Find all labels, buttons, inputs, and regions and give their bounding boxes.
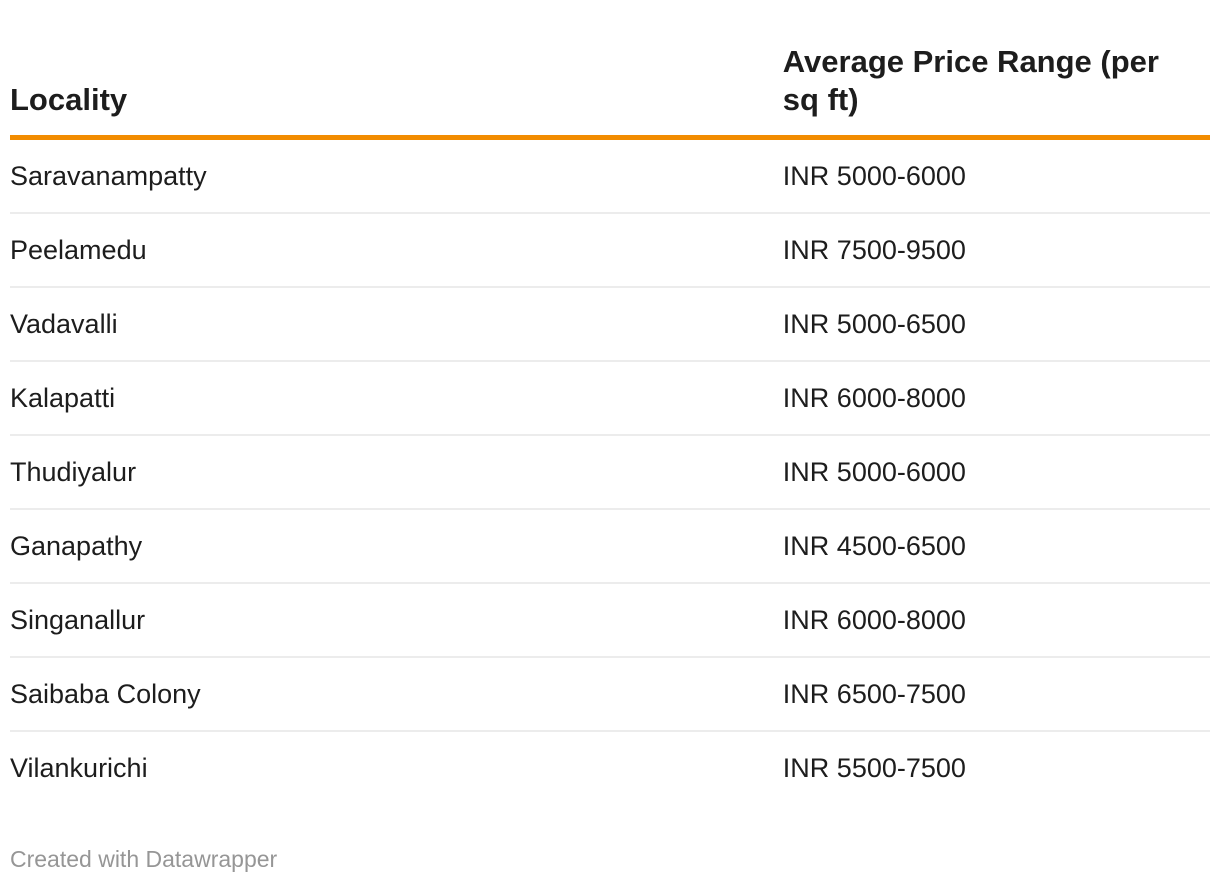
table-row: Vilankurichi INR 5500-7500 <box>10 731 1210 804</box>
price-cell: INR 4500-6500 <box>782 509 1210 584</box>
table-header: Locality Average Price Range (per sq ft) <box>10 0 1210 140</box>
datawrapper-credit-link[interactable]: Created with Datawrapper <box>10 846 278 872</box>
locality-cell: Kalapatti <box>10 361 783 436</box>
price-cell: INR 5500-7500 <box>782 753 966 783</box>
table-body: Saravanampatty INR 5000-6000 Peelamedu I… <box>10 137 1210 805</box>
price-cell: INR 6000-8000 <box>782 583 1210 658</box>
table-row: Thudiyalur INR 5000-6000 <box>10 435 1210 510</box>
price-cell: INR 6500-7500 <box>782 657 1210 732</box>
locality-cell: Saibaba Colony <box>10 657 783 732</box>
locality-cell: Vadavalli <box>10 287 783 362</box>
header-row: Locality Average Price Range (per sq ft) <box>10 0 1210 140</box>
locality-cell: Saravanampatty <box>10 137 783 214</box>
price-cell: INR 5000-6000 <box>782 137 1210 214</box>
table-row: Vadavalli INR 5000-6500 <box>10 287 1210 362</box>
locality-cell: Peelamedu <box>10 213 783 288</box>
table-row: Singanallur INR 6000-8000 <box>10 583 1210 658</box>
price-table: Locality Average Price Range (per sq ft)… <box>10 0 1210 804</box>
table-row: Peelamedu INR 7500-9500 <box>10 213 1210 288</box>
column-header-price-range: Average Price Range (per sq ft) <box>782 0 1210 140</box>
column-header-locality: Locality <box>10 0 783 140</box>
price-cell: INR 7500-9500 <box>782 213 1210 288</box>
footer: Created with Datawrapper <box>10 845 1210 873</box>
price-cell: INR 5000-6500 <box>782 287 1210 362</box>
table-row: Saibaba Colony INR 6500-7500 <box>10 657 1210 732</box>
locality-cell: Vilankurichi <box>10 753 148 783</box>
price-cell: INR 6000-8000 <box>782 361 1210 436</box>
table-row: Kalapatti INR 6000-8000 <box>10 361 1210 436</box>
table-row: Saravanampatty INR 5000-6000 <box>10 137 1210 214</box>
price-cell: INR 5000-6000 <box>782 435 1210 510</box>
locality-cell: Thudiyalur <box>10 435 783 510</box>
locality-cell: Ganapathy <box>10 509 783 584</box>
locality-cell: Singanallur <box>10 583 783 658</box>
table-row: Ganapathy INR 4500-6500 <box>10 509 1210 584</box>
